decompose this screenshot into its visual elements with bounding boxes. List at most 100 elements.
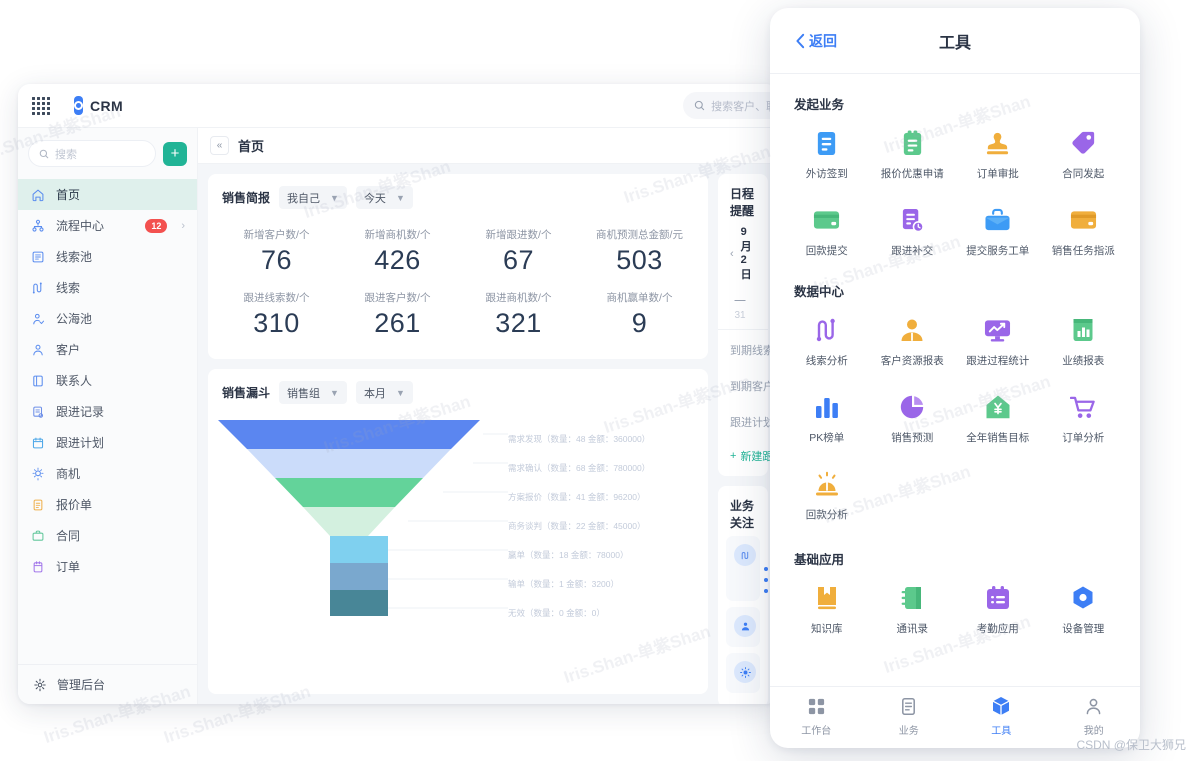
tool-followup-process-stats[interactable]: 跟进过程统计 (955, 302, 1041, 379)
sidebar-item-follow-plan[interactable]: 跟进计划 (18, 427, 197, 458)
collapse-icon[interactable]: « (210, 136, 229, 155)
tool-payment-submit[interactable]: 回款提交 (784, 192, 870, 269)
funnel-segment[interactable] (247, 449, 451, 478)
tool-performance-report[interactable]: 业绩报表 (1041, 302, 1127, 379)
tool-yearly-sales-target[interactable]: 全年销售目标 (955, 379, 1041, 456)
stat-card: 新增客户数/个 76 (216, 227, 337, 276)
reminder-item[interactable]: 到期客户 (730, 381, 774, 393)
tool-order-approval[interactable]: 订单审批 (955, 115, 1041, 192)
tool-payment-analysis[interactable]: 回款分析 (784, 456, 870, 533)
tool-knowledge-base[interactable]: 知识库 (784, 570, 870, 647)
tool-contacts-directory[interactable]: 通讯录 (870, 570, 956, 647)
tool-contract-initiate[interactable]: 合同发起 (1041, 115, 1127, 192)
tab-profile[interactable]: 我的 (1048, 693, 1141, 737)
sidebar-item-opportunity[interactable]: 商机 (18, 458, 197, 489)
tool-attendance-app[interactable]: 考勤应用 (955, 570, 1041, 647)
tool-label: 考勤应用 (976, 623, 1019, 635)
sidebar-item-contract[interactable]: 合同 (18, 520, 197, 551)
tool-quote-discount-request[interactable]: 报价优惠申请 (870, 115, 956, 192)
tool-visit-checkin[interactable]: 外访签到 (784, 115, 870, 192)
tool-label: 客户资源报表 (880, 355, 944, 367)
sidebar-item-order[interactable]: 订单 (18, 551, 197, 582)
focus-item[interactable]: 最 (726, 536, 768, 601)
crm-window: CRM 搜索客户、联 搜索 (18, 84, 778, 704)
sidebar-item-customer[interactable]: 客户 (18, 334, 197, 365)
funnel-segment[interactable] (330, 563, 388, 590)
sidebar-item-quote[interactable]: 报价单 (18, 489, 197, 520)
chevron-left-icon[interactable]: ‹ (730, 248, 734, 260)
reminder-item[interactable]: 到期线索 (730, 345, 774, 357)
stat-card: 跟进客户数/个 261 (337, 290, 458, 339)
period-select[interactable]: 今天 ▼ (355, 186, 413, 209)
tab-workbench[interactable]: 工作台 (770, 693, 863, 737)
funnel-segment[interactable] (275, 478, 423, 507)
sidebar-item-sea-pool[interactable]: 公海池 (18, 303, 197, 334)
tool-label: 报价优惠申请 (880, 168, 944, 180)
sidebar-item-admin-console[interactable]: 管理后台 (18, 664, 197, 704)
sidebar-item-flow-center[interactable]: 流程中心 12 › (18, 210, 197, 241)
csdn-watermark: CSDN @保卫大狮兄 (1076, 738, 1186, 752)
sidebar-item-label: 商机 (56, 467, 81, 481)
sales-brief-card: 销售简报 我自己 ▼ 今天 ▼ (208, 174, 708, 359)
stat-value: 310 (253, 308, 300, 338)
service-ticket-icon (983, 205, 1013, 235)
customer-icon (734, 615, 756, 637)
tool-label: 知识库 (811, 623, 843, 635)
focus-title: 业务关注 (730, 499, 755, 530)
tool-pk-rank[interactable]: PK榜单 (784, 379, 870, 456)
tab-business[interactable]: 业务 (863, 693, 956, 737)
order-analysis-icon (1068, 392, 1098, 422)
funnel-legend-item: 无效（数量：0 金额：0） (508, 607, 605, 618)
tab-label: 工作台 (801, 725, 832, 737)
reminder-item[interactable]: 跟进计划 (730, 417, 774, 429)
tool-device-management[interactable]: 设备管理 (1041, 570, 1127, 647)
sales-funnel-header: 销售漏斗 销售组 ▼ 本月 ▼ (208, 369, 708, 410)
funnel-segment[interactable] (330, 590, 388, 616)
tool-sales-forecast[interactable]: 销售预测 (870, 379, 956, 456)
funnel-chart: 需求发现（数量：48 金额：360000） 需求确认（数量：68 金额：7800… (208, 410, 708, 625)
sidebar-item-contact[interactable]: 联系人 (18, 365, 197, 396)
workbench-icon (808, 698, 824, 714)
tool-customer-resource-report[interactable]: 客户资源报表 (870, 302, 956, 379)
new-plan-button[interactable]: + 新建跟 (718, 440, 773, 476)
clue-analysis-icon (812, 315, 842, 345)
sidebar-item-label: 跟进计划 (56, 436, 105, 450)
clue-icon (30, 280, 46, 296)
group-select[interactable]: 销售组 ▼ (279, 381, 347, 404)
group-select-value: 销售组 (287, 387, 321, 400)
tool-sales-task-assign[interactable]: 销售任务指派 (1041, 192, 1127, 269)
focus-item[interactable]: 最 (726, 607, 760, 647)
focus-item[interactable]: 正 (726, 653, 760, 693)
tab-tools[interactable]: 工具 (955, 692, 1048, 737)
tool-followup-supplement[interactable]: 跟进补交 (870, 192, 956, 269)
tool-order-analysis[interactable]: 订单分析 (1041, 379, 1127, 456)
funnel-segment[interactable] (303, 507, 395, 536)
sidebar-item-label: 公海池 (56, 312, 93, 326)
global-search-input[interactable]: 搜索客户、联 (683, 92, 778, 119)
back-button[interactable]: 返回 (794, 31, 837, 51)
calendar-day[interactable]: 一 31 (730, 292, 750, 321)
sidebar-item-follow-record[interactable]: 跟进记录 (18, 396, 197, 427)
sidebar-item-label: 客户 (56, 343, 81, 357)
tool-clue-analysis[interactable]: 线索分析 (784, 302, 870, 379)
tool-service-ticket-submit[interactable]: 提交服务工单 (955, 192, 1041, 269)
tool-label: 回款分析 (805, 509, 848, 521)
follow-plan-icon (30, 435, 46, 451)
sidebar-item-clue-pool[interactable]: 线索池 (18, 241, 197, 272)
stat-label: 新增商机数/个 (364, 229, 431, 241)
stat-label: 新增跟进数/个 (485, 229, 552, 241)
scope-select[interactable]: 我自己 ▼ (279, 186, 347, 209)
funnel-segment[interactable] (218, 420, 480, 449)
sidebar-search-input[interactable]: 搜索 (28, 140, 156, 167)
sidebar-item-clue[interactable]: 线索 (18, 272, 197, 303)
calendar-strip: 一 31 (718, 288, 768, 329)
apps-grid-icon[interactable] (32, 96, 50, 115)
sidebar-item-home[interactable]: 首页 (18, 179, 197, 210)
sidebar-item-label: 线索 (56, 281, 81, 295)
schedule-title: 日程提醒 (730, 187, 755, 218)
search-icon (694, 100, 705, 111)
stats-grid: 新增客户数/个 76 新增商机数/个 426 新增跟进数/个 67 (208, 215, 708, 359)
funnel-period-select[interactable]: 本月 ▼ (355, 381, 413, 404)
add-button[interactable]: + (163, 141, 187, 166)
funnel-segment[interactable] (330, 536, 388, 563)
